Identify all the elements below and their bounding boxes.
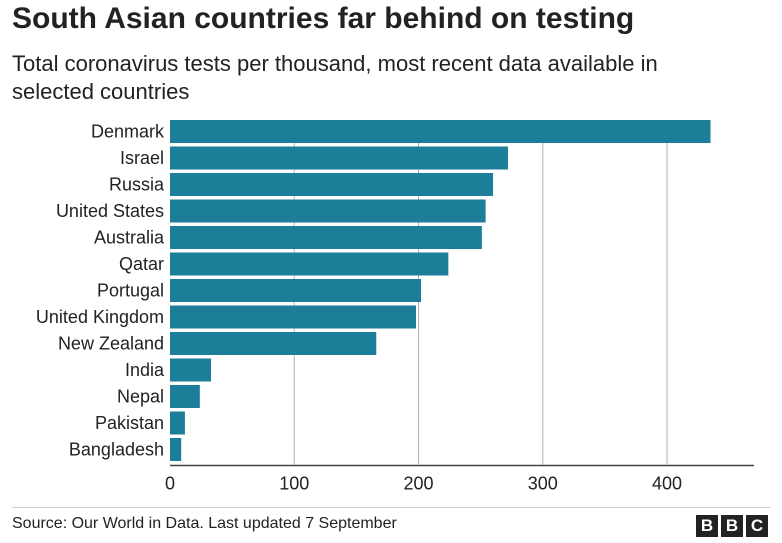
category-label: Bangladesh (69, 440, 164, 460)
bar (170, 173, 494, 196)
category-label: Portugal (97, 281, 164, 301)
bar (170, 358, 212, 382)
bar (170, 146, 508, 170)
x-tick-label: 400 (652, 474, 682, 494)
x-tick-label: 200 (403, 474, 433, 494)
category-label: Australia (94, 228, 165, 248)
source-note: Source: Our World in Data. Last updated … (12, 515, 397, 532)
category-label: United Kingdom (36, 307, 164, 327)
logo-letter: B (696, 515, 718, 537)
logo-letter: B (721, 515, 743, 537)
chart-subtitle: Total coronavirus tests per thousand, mo… (12, 51, 658, 104)
bar (170, 385, 200, 408)
category-label: Denmark (91, 122, 165, 142)
chart-title: South Asian countries far behind on test… (12, 2, 635, 35)
category-label: New Zealand (58, 334, 164, 354)
footer-divider (12, 507, 770, 508)
bar (170, 332, 377, 355)
bar (170, 411, 185, 435)
x-tick-label: 0 (165, 474, 175, 494)
bar (170, 199, 486, 223)
bbc-logo: B B C (696, 515, 768, 537)
category-label: Russia (109, 175, 165, 195)
bar (170, 226, 482, 249)
category-label: Nepal (117, 387, 164, 407)
bar (170, 120, 711, 143)
category-label: Pakistan (95, 413, 164, 433)
category-label: United States (56, 201, 164, 221)
bar (170, 252, 449, 276)
category-label: Israel (120, 148, 164, 168)
x-tick-label: 300 (528, 474, 558, 494)
x-tick-label: 100 (279, 474, 309, 494)
bar (170, 438, 182, 461)
bar (170, 279, 421, 302)
logo-letter: C (746, 515, 768, 537)
category-label: India (125, 360, 165, 380)
bar (170, 305, 417, 329)
category-label: Qatar (119, 254, 164, 274)
